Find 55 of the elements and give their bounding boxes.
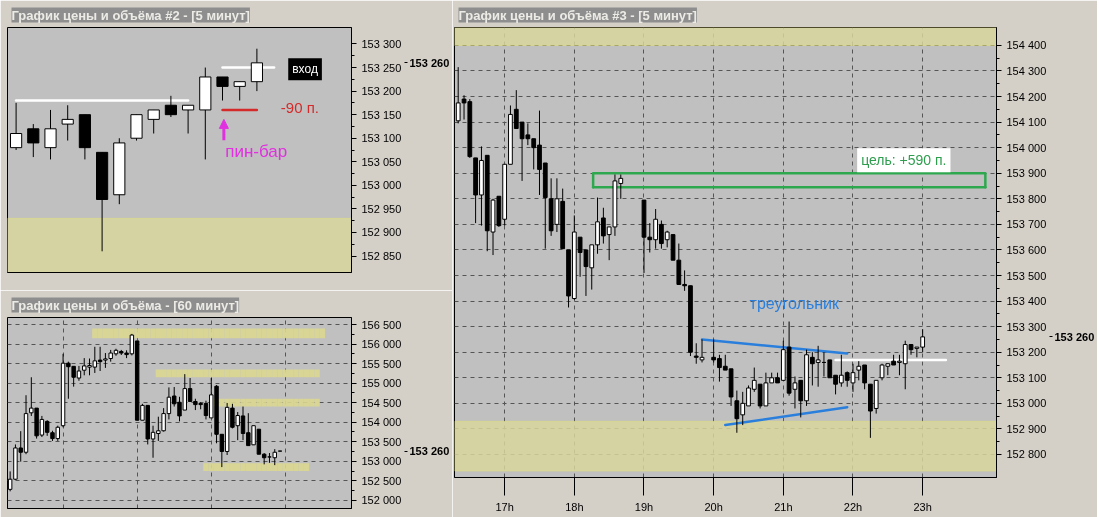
y-tick-label: 153 400 [1006, 295, 1047, 308]
annotation: -90 п. [280, 98, 319, 116]
y-tick-label: 154 100 [1006, 116, 1047, 129]
y-tick-label: 153 600 [1006, 243, 1047, 256]
y-tick-label: 153 800 [1006, 192, 1047, 205]
x-tick-label: 20h [704, 500, 723, 513]
y-tick-label: 154 400 [1006, 39, 1047, 52]
y-tick-label: 155 500 [361, 357, 402, 370]
y-tick-label: 153 900 [1006, 167, 1047, 180]
annotation: вход [292, 62, 318, 77]
y-tick-label: 153 200 [361, 85, 402, 98]
x-tick-label: 23h [913, 500, 932, 513]
text: 153 260 [409, 445, 450, 458]
y-tick-label: 155 000 [361, 377, 402, 390]
x-tick-label: 19h [634, 500, 654, 513]
x-tick-label: 18h [565, 500, 584, 513]
y-tick-label: 153 500 [361, 435, 402, 448]
y-tick-label: 152 500 [361, 474, 402, 487]
y-tick-label: 153 150 [361, 108, 402, 121]
x-tick-label: 22h [843, 500, 863, 513]
y-tick-label: 152 900 [1006, 422, 1047, 435]
y-tick-label: 154 500 [361, 396, 402, 409]
x-tick-label: 17h [495, 500, 514, 513]
text: 153 260 [409, 56, 450, 69]
y-tick-label: 152 000 [361, 494, 402, 507]
text: 153 260 [1054, 330, 1095, 343]
y-tick-label: 153 000 [1006, 397, 1047, 410]
y-tick-label: 152 900 [361, 226, 402, 239]
y-tick-label: 152 850 [361, 250, 402, 263]
chart-title: График цены и объёма #3 - [5 минут] [458, 7, 697, 23]
y-tick-label: 153 000 [361, 455, 402, 468]
chart-title: График цены и объёма - [60 минут] [11, 297, 240, 313]
y-tick-label: 153 100 [361, 132, 402, 145]
y-tick-label: 154 000 [361, 416, 402, 429]
y-tick-label: 153 100 [1006, 371, 1047, 384]
y-tick-label: 154 300 [1006, 64, 1047, 77]
y-tick-label: 152 950 [361, 202, 402, 215]
y-tick-label: 153 700 [1006, 218, 1047, 231]
y-tick-label: 154 200 [1006, 90, 1047, 103]
annotation: треугольник [749, 295, 841, 313]
y-tick-label: 156 500 [361, 318, 402, 331]
y-tick-label: 153 300 [361, 37, 402, 50]
y-tick-label: 156 000 [361, 338, 402, 351]
y-tick-label: 153 250 [361, 61, 402, 74]
y-tick-label: 154 000 [1006, 141, 1047, 154]
x-tick-label: 21h [774, 500, 793, 513]
y-tick-label: 153 000 [361, 179, 402, 192]
annotation: цель: +590 п. [861, 152, 947, 169]
chart-title: График цены и объёма #2 - [5 минут] [11, 7, 250, 23]
y-tick-label: 153 500 [1006, 269, 1047, 282]
y-tick-label: 153 050 [361, 155, 402, 168]
annotation: пин-бар [225, 141, 288, 161]
y-tick-label: 153 200 [1006, 346, 1047, 359]
y-tick-label: 152 800 [1006, 448, 1047, 461]
y-tick-label: 153 300 [1006, 320, 1047, 333]
